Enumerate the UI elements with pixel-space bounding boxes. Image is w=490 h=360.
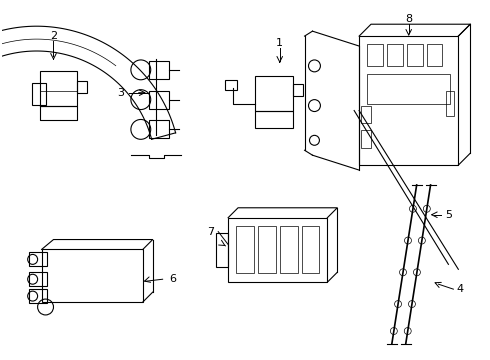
Bar	[367, 74, 450, 104]
Bar	[280, 226, 297, 273]
Bar	[361, 130, 371, 148]
Bar	[293, 84, 302, 96]
Bar	[149, 121, 169, 138]
Text: 2: 2	[50, 31, 57, 41]
Bar	[40, 71, 77, 105]
Bar	[255, 76, 293, 111]
Text: 1: 1	[276, 38, 283, 48]
Text: 5: 5	[445, 210, 452, 220]
Bar	[367, 44, 383, 66]
Bar	[29, 252, 47, 266]
Bar	[407, 44, 422, 66]
Text: 3: 3	[118, 88, 124, 98]
Bar	[359, 36, 458, 165]
Bar	[255, 111, 293, 129]
Bar	[29, 272, 47, 286]
Bar	[225, 80, 237, 90]
Bar	[387, 44, 403, 66]
Bar	[32, 83, 46, 105]
Text: 6: 6	[169, 274, 176, 284]
Bar	[236, 226, 254, 273]
Bar	[77, 81, 87, 93]
Bar	[42, 249, 143, 302]
Bar	[427, 44, 442, 66]
Bar	[149, 91, 169, 109]
Bar	[301, 226, 319, 273]
Bar	[228, 218, 327, 282]
Bar	[149, 61, 169, 79]
Bar	[29, 289, 47, 303]
Text: 8: 8	[405, 14, 412, 24]
Text: 7: 7	[207, 226, 214, 237]
Text: 4: 4	[457, 284, 464, 294]
Bar	[446, 91, 454, 116]
Bar	[361, 105, 371, 123]
Bar	[216, 233, 228, 267]
Bar	[258, 226, 276, 273]
